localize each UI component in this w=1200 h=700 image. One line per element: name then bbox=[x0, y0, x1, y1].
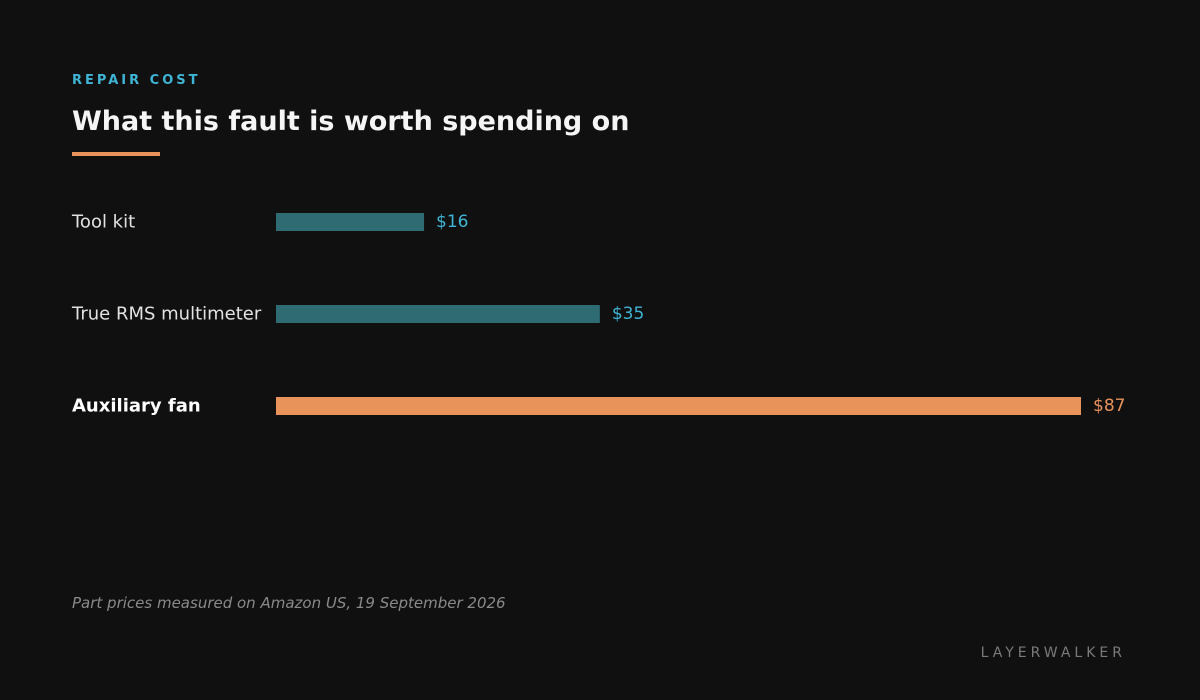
bar-true-rms-multimeter bbox=[276, 305, 600, 323]
brand-logo: LAYERWALKER bbox=[980, 645, 1126, 661]
title-underline bbox=[72, 152, 160, 156]
value-label: $87 bbox=[1093, 396, 1125, 416]
category-label: True RMS multimeter bbox=[71, 304, 262, 325]
bar-tool-kit bbox=[276, 213, 425, 231]
chart-eyebrow: REPAIR COST bbox=[72, 73, 201, 88]
category-label: Auxiliary fan bbox=[72, 396, 201, 417]
value-label: $35 bbox=[612, 304, 644, 324]
bar-auxiliary-fan bbox=[276, 397, 1081, 415]
category-label: Tool kit bbox=[71, 212, 135, 233]
chart-title: What this fault is worth spending on bbox=[72, 106, 630, 137]
source-note: Part prices measured on Amazon US, 19 Se… bbox=[72, 594, 506, 612]
value-label: $16 bbox=[436, 212, 468, 232]
